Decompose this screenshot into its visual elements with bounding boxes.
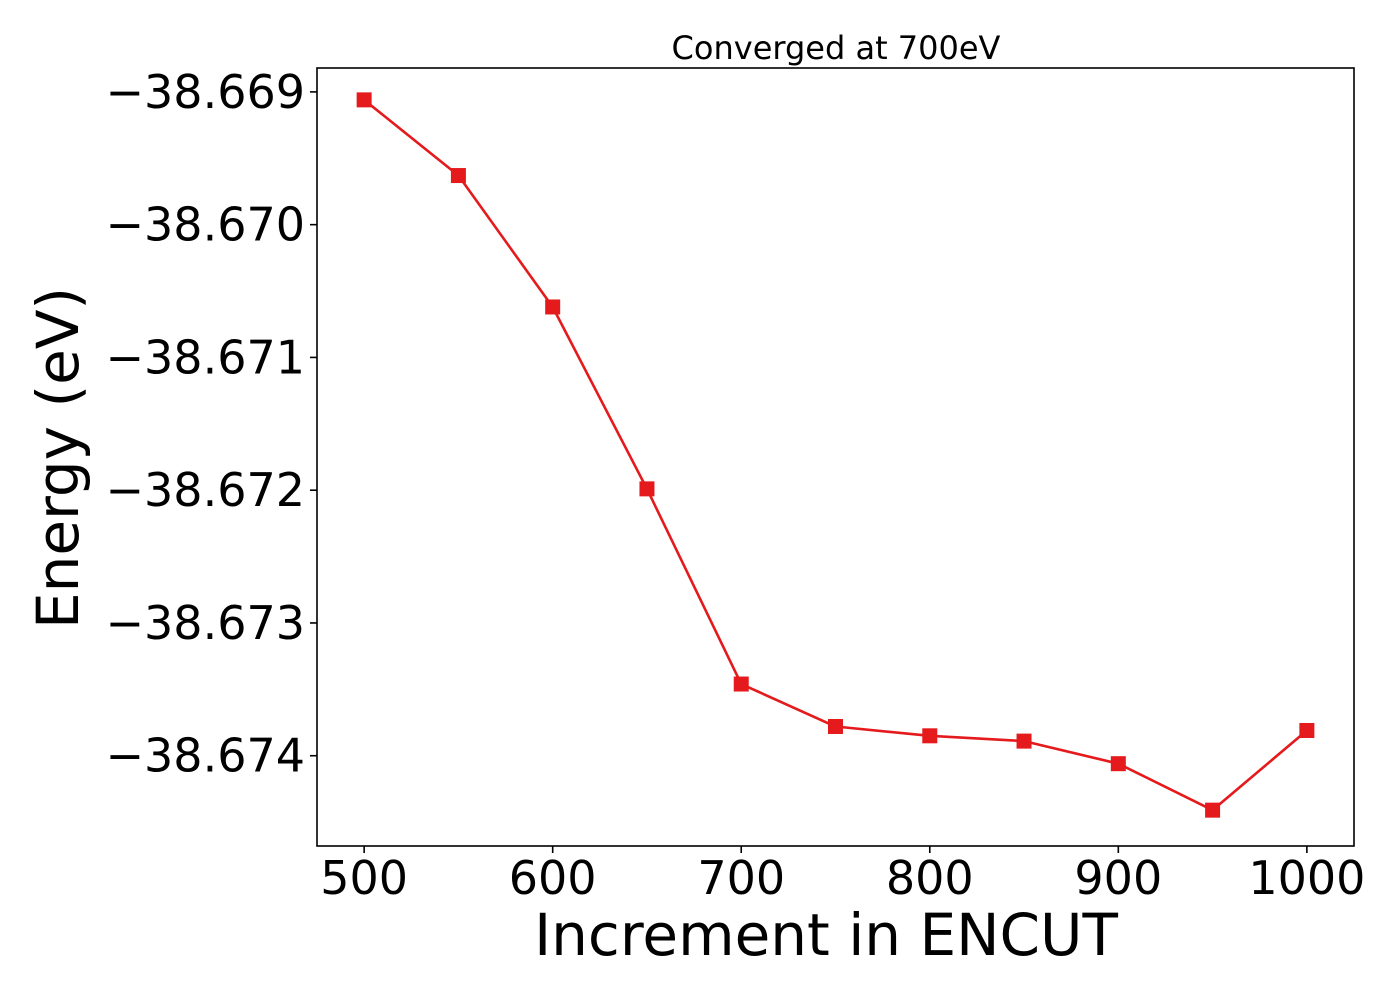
data-point-marker: [828, 719, 843, 735]
data-point-marker: [639, 481, 655, 497]
data-point-marker: [356, 92, 372, 108]
data-point-marker: [922, 728, 938, 744]
x-tick-label: 800: [886, 851, 974, 905]
x-tick-label: 900: [1074, 851, 1162, 905]
x-axis-title: Increment in ENCUT: [534, 901, 1118, 969]
y-axis-title: Energy (eV): [24, 287, 92, 629]
y-tick-label: −38.669: [106, 65, 306, 119]
x-tick-label: 500: [320, 851, 408, 905]
data-point-marker: [545, 299, 561, 315]
data-point-marker: [1205, 802, 1221, 818]
y-tick-label: −38.674: [106, 729, 306, 783]
chart-title: Converged at 700eV: [672, 29, 1001, 67]
data-point-marker: [1299, 722, 1315, 738]
plot-area: 500 600 700 800 900 1000 −38.669 −38.670 −38.671…: [106, 65, 1366, 905]
x-tick-label: 600: [509, 851, 597, 905]
data-point-marker: [733, 676, 749, 692]
x-tick-label: 700: [697, 851, 785, 905]
plot-frame: [316, 67, 1355, 847]
data-point-marker: [450, 168, 466, 184]
y-tick-label: −38.670: [106, 198, 306, 252]
data-point-marker: [1110, 756, 1126, 772]
x-tick-label: 1000: [1248, 851, 1365, 905]
y-tick-label: −38.671: [106, 330, 306, 384]
y-tick-label: −38.673: [106, 596, 306, 650]
y-tick-label: −38.672: [106, 463, 306, 517]
data-point-marker: [1016, 733, 1032, 749]
